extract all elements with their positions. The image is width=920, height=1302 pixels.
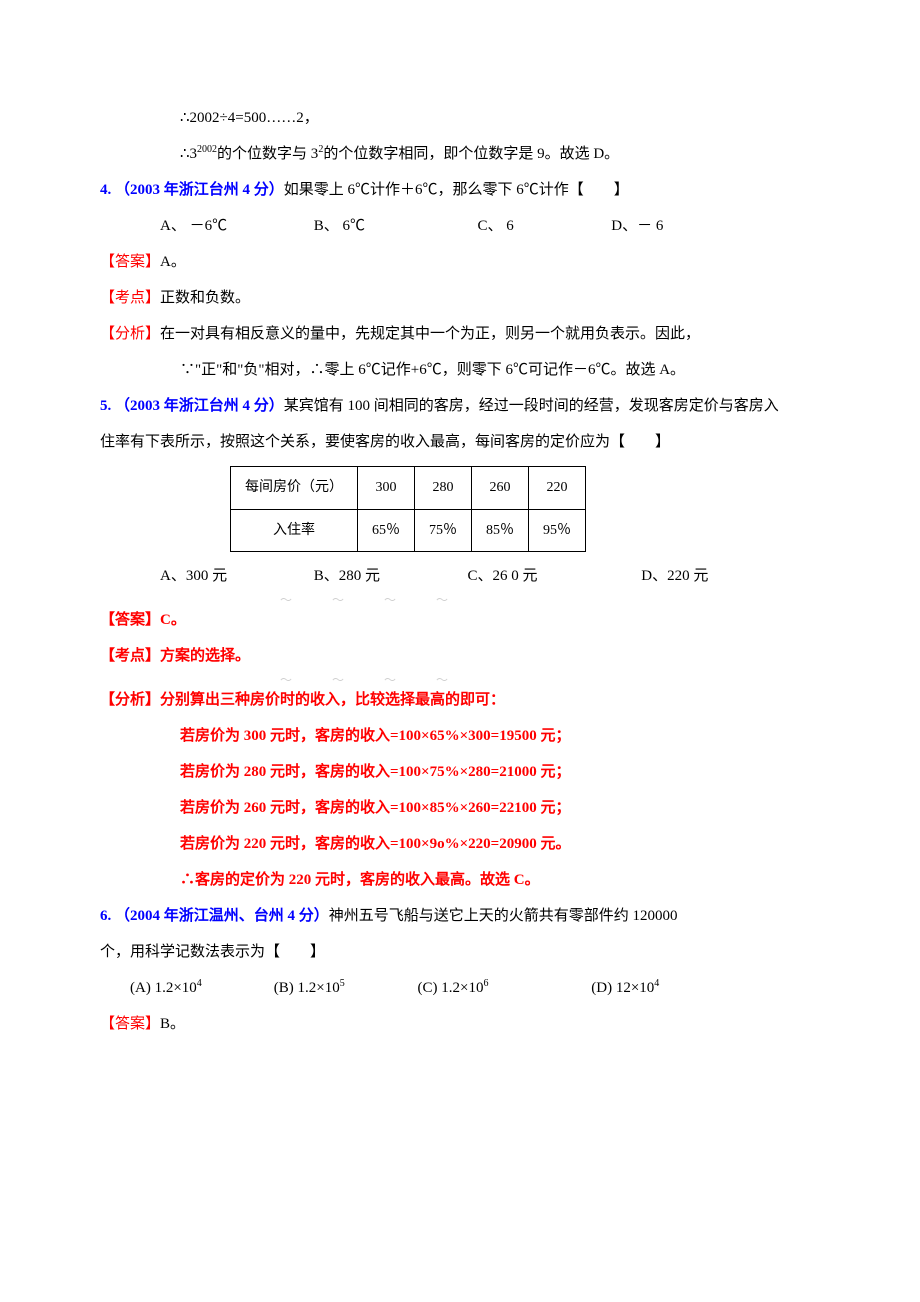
q4-choice-b: B、 6℃	[314, 208, 474, 244]
q6-choices: (A) 1.2×104 (B) 1.2×105 (C) 1.2×106 (D) …	[100, 970, 820, 1006]
q4-stem: 4. （2003 年浙江台州 4 分）如果零上 6℃计作＋6℃，那么零下 6℃计…	[100, 172, 820, 208]
q6-choice-a: (A) 1.2×104	[130, 970, 270, 1006]
table-cell-2: 75％	[415, 509, 472, 552]
q4-choice-c: C、 6	[478, 208, 608, 244]
q4-choices: A、 －6℃ B、 6℃ C、 6 D、－ 6	[100, 208, 820, 244]
q5-kaodian: 【考点】方案的选择。	[100, 638, 820, 674]
q5-choice-b: B、280 元	[314, 558, 464, 594]
q5-choice-c: C、26 0 元	[468, 558, 638, 594]
q4-source: （2003 年浙江台州 4 分）	[115, 182, 284, 198]
q5-stem-1: 5. （2003 年浙江台州 4 分）某宾馆有 100 间相同的客房，经过一段时…	[100, 388, 820, 424]
prev-solution-step1: ∴2002÷4=500……2，	[100, 100, 820, 136]
q4-choice-a: A、 －6℃	[160, 208, 310, 244]
table-cell-4: 95％	[529, 509, 586, 552]
q5-fenxi-5: 若房价为 220 元时，客房的收入=100×9o%×220=20900 元。	[100, 826, 820, 862]
q6-choice-b: (B) 1.2×105	[274, 970, 414, 1006]
q6-answer: 【答案】B。	[100, 1006, 820, 1042]
q4-answer: 【答案】A。	[100, 244, 820, 280]
q6-stem-1: 6. （2004 年浙江温州、台州 4 分）神州五号飞船与送它上天的火箭共有零部…	[100, 898, 820, 934]
q6-choice-c: (C) 1.2×106	[418, 970, 588, 1006]
watermark: ～～～～	[100, 594, 820, 602]
q4-choice-d: D、－ 6	[611, 208, 663, 244]
table-header-0: 每间房价（元）	[231, 467, 358, 510]
q5-fenxi-6: ∴客房的定价为 220 元时，客房的收入最高。故选 C。	[100, 862, 820, 898]
q4-fenxi-1: 【分析】在一对具有相反意义的量中，先规定其中一个为正，则另一个就用负表示。因此，	[100, 316, 820, 352]
q5-fenxi-1: 【分析】分别算出三种房价时的收入，比较选择最高的即可：	[100, 682, 820, 718]
prev-solution-step2: ∴32002的个位数字与 32的个位数字相同，即个位数字是 9。故选 D。	[100, 136, 820, 172]
table-header-2: 280	[415, 467, 472, 510]
q5-fenxi-2: 若房价为 300 元时，客房的收入=100×65%×300=19500 元；	[100, 718, 820, 754]
q4-fenxi-2: ∵"正"和"负"相对，∴零上 6℃记作+6℃，则零下 6℃可记作－6℃。故选 A…	[100, 352, 820, 388]
q5-fenxi-3: 若房价为 280 元时，客房的收入=100×75%×280=21000 元；	[100, 754, 820, 790]
q5-choices: A、300 元 B、280 元 C、26 0 元 D、220 元	[100, 558, 820, 594]
table-cell-0: 入住率	[231, 509, 358, 552]
q6-choice-d: (D) 12×104	[591, 970, 659, 1006]
table-header-3: 260	[472, 467, 529, 510]
q4-kaodian: 【考点】正数和负数。	[100, 280, 820, 316]
q4-number: 4.	[100, 182, 115, 198]
q5-table: 每间房价（元） 300 280 260 220 入住率 65％ 75％ 85％ …	[230, 466, 586, 552]
table-header-1: 300	[358, 467, 415, 510]
q5-source: （2003 年浙江台州 4 分）	[115, 398, 284, 414]
table-header-4: 220	[529, 467, 586, 510]
q5-stem-2: 住率有下表所示，按照这个关系，要使客房的收入最高，每间客房的定价应为【 】	[100, 424, 820, 460]
q5-number: 5.	[100, 398, 115, 414]
table-header-row: 每间房价（元） 300 280 260 220	[231, 467, 586, 510]
q5-choice-a: A、300 元	[160, 558, 310, 594]
table-row: 入住率 65％ 75％ 85％ 95％	[231, 509, 586, 552]
q6-source: （2004 年浙江温州、台州 4 分）	[115, 908, 329, 924]
q6-number: 6.	[100, 908, 115, 924]
q5-answer: 【答案】C。	[100, 602, 820, 638]
table-cell-1: 65％	[358, 509, 415, 552]
q6-stem-2: 个，用科学记数法表示为【 】	[100, 934, 820, 970]
watermark: ～～～～	[100, 674, 820, 682]
table-cell-3: 85％	[472, 509, 529, 552]
q5-fenxi-4: 若房价为 260 元时，客房的收入=100×85%×260=22100 元；	[100, 790, 820, 826]
q5-choice-d: D、220 元	[641, 558, 708, 594]
